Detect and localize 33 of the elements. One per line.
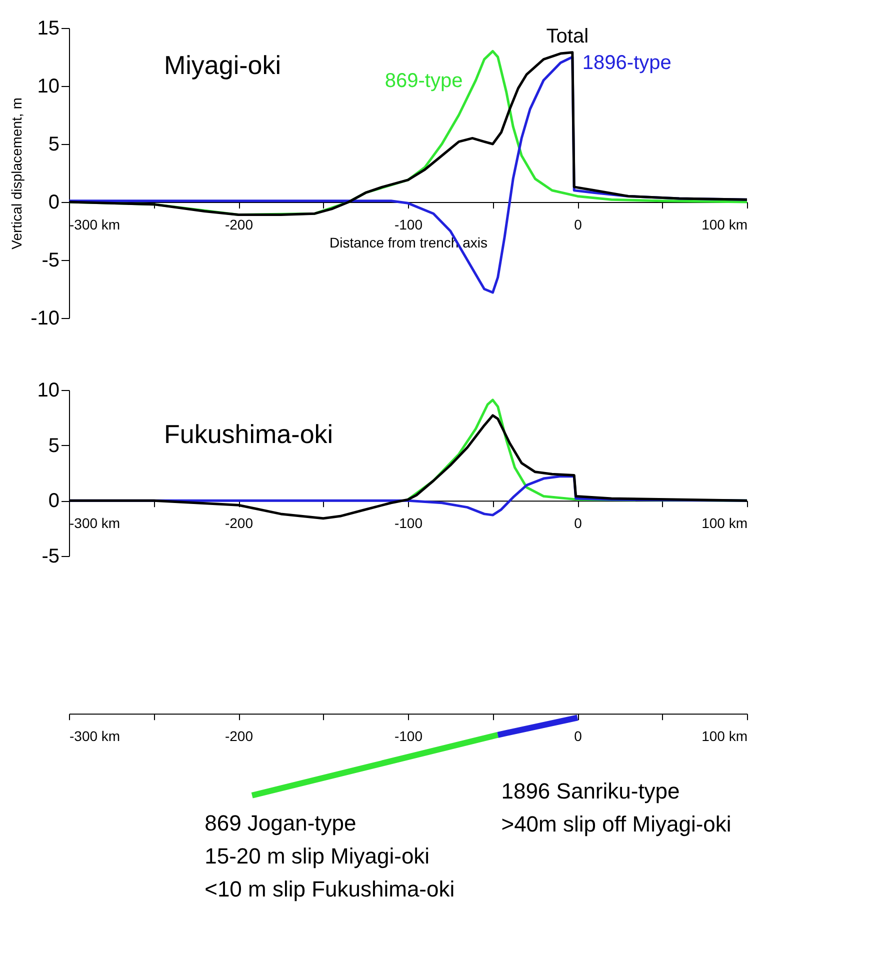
y-tick-label: -10 <box>30 308 60 330</box>
x-tick-label: 0 <box>574 216 582 232</box>
y-tick-label: 15 <box>37 18 60 40</box>
annotation: 1896 Sanriku-type >40m slip off Miyagi-oki <box>501 778 732 837</box>
series-label: 1896-type <box>582 52 672 74</box>
x-tick-label: -200 <box>224 216 254 232</box>
x-tick-label: -100 <box>394 515 423 532</box>
x-tick-label: 100 km <box>702 728 748 744</box>
series-label: Total <box>546 25 589 48</box>
x-tick-label: -300 km <box>70 216 120 232</box>
text: 869 Jogan-type 15-20 m slip Miyagi-oki <10 m slip Fukushima-oki <box>204 810 455 902</box>
x-tick-label: -300 km <box>70 728 120 744</box>
x-tick-label: -100 <box>394 216 423 232</box>
y-tick-label: 5 <box>48 434 60 457</box>
y-tick-label: 0 <box>48 192 60 214</box>
y-tick-label: -5 <box>42 546 60 568</box>
y-tick-label: 10 <box>37 76 60 98</box>
y-tick-label: 0 <box>48 490 60 512</box>
x-tick-label: -200 <box>224 728 254 744</box>
x-tick-label: -100 <box>394 728 423 744</box>
x-tick-label: 100 km <box>702 515 748 532</box>
y-axis-title: Vertical displacement, m <box>8 98 25 250</box>
x-tick-label: 0 <box>574 728 582 744</box>
text: Fukushima-oki <box>164 419 334 449</box>
y-tick-label: 10 <box>37 380 60 402</box>
y-tick-label: -5 <box>42 250 60 272</box>
y-tick-label: 5 <box>48 134 60 156</box>
x-tick-label: 0 <box>574 515 582 532</box>
x-tick-label: 100 km <box>702 216 748 232</box>
x-tick-label: -200 <box>224 515 254 532</box>
text: Miyagi-oki <box>164 50 282 80</box>
x-tick-label: -300 km <box>70 515 120 532</box>
series-label: 869-type <box>384 70 463 92</box>
